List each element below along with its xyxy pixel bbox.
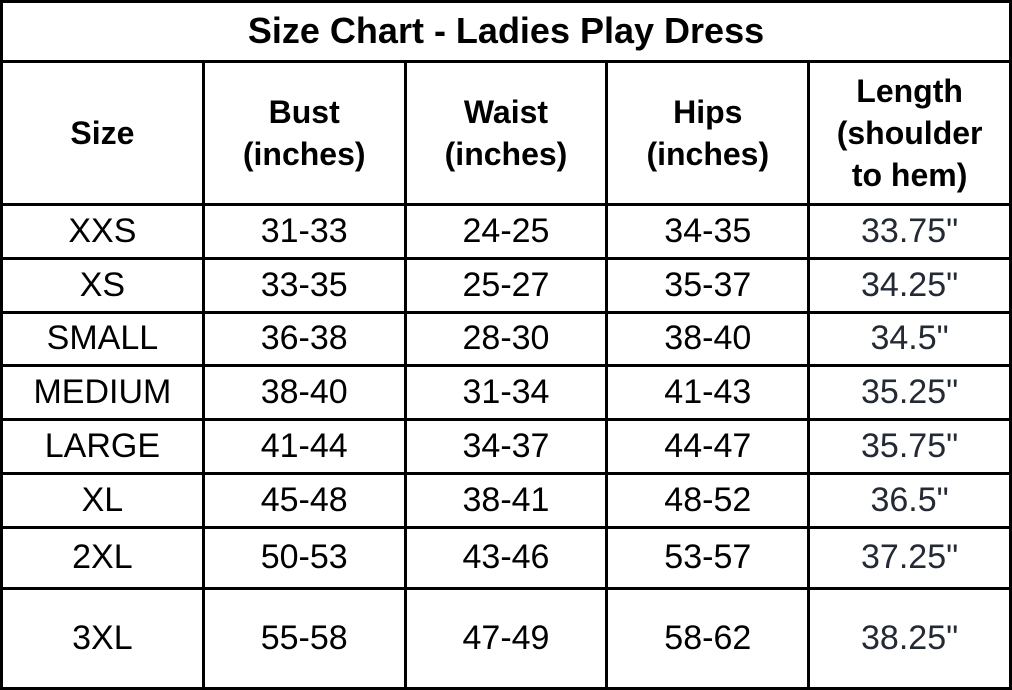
- cell-size: XL: [0, 471, 205, 529]
- cell-hips: 53-57: [605, 525, 811, 590]
- cell-bust: 31-33: [201, 202, 407, 260]
- header-row: Size Bust (inches) Waist (inches) Hips (inches…: [0, 59, 1012, 206]
- cell-waist: 43-46: [403, 525, 609, 590]
- header-bust: Bust (inches): [201, 59, 407, 206]
- table-row: 3XL 55-58 47-49 58-62 38.25": [0, 586, 1012, 690]
- cell-length: 38.25": [807, 586, 1012, 690]
- cell-length: 34.25": [807, 256, 1012, 314]
- cell-size: SMALL: [0, 310, 205, 368]
- cell-bust: 38-40: [201, 364, 407, 422]
- cell-waist: 28-30: [403, 310, 609, 368]
- cell-length: 37.25": [807, 525, 1012, 590]
- cell-bust: 50-53: [201, 525, 407, 590]
- cell-waist: 25-27: [403, 256, 609, 314]
- cell-bust: 45-48: [201, 471, 407, 529]
- header-size: Size: [0, 59, 205, 206]
- cell-length: 35.25": [807, 364, 1012, 422]
- cell-waist: 31-34: [403, 364, 609, 422]
- table-row: XL 45-48 38-41 48-52 36.5": [0, 471, 1012, 529]
- cell-size: 3XL: [0, 586, 205, 690]
- cell-hips: 44-47: [605, 418, 811, 475]
- cell-length: 36.5": [807, 471, 1012, 529]
- header-hips: Hips (inches): [605, 59, 811, 206]
- table-row: LARGE 41-44 34-37 44-47 35.75": [0, 418, 1012, 475]
- cell-bust: 41-44: [201, 418, 407, 475]
- cell-waist: 47-49: [403, 586, 609, 690]
- cell-size: XS: [0, 256, 205, 314]
- table-row: 2XL 50-53 43-46 53-57 37.25": [0, 525, 1012, 590]
- cell-size: 2XL: [0, 525, 205, 590]
- cell-bust: 55-58: [201, 586, 407, 690]
- table-row: SMALL 36-38 28-30 38-40 34.5": [0, 310, 1012, 368]
- cell-hips: 41-43: [605, 364, 811, 422]
- cell-hips: 34-35: [605, 202, 811, 260]
- cell-hips: 48-52: [605, 471, 811, 529]
- header-waist: Waist (inches): [403, 59, 609, 206]
- table-row: XXS 31-33 24-25 34-35 33.75": [0, 202, 1012, 260]
- cell-bust: 33-35: [201, 256, 407, 314]
- cell-hips: 58-62: [605, 586, 811, 690]
- header-length: Length (shoulder to hem): [807, 59, 1012, 206]
- cell-waist: 38-41: [403, 471, 609, 529]
- cell-size: MEDIUM: [0, 364, 205, 422]
- table-row: XS 33-35 25-27 35-37 34.25": [0, 256, 1012, 314]
- table-title: Size Chart - Ladies Play Dress: [0, 0, 1012, 63]
- cell-size: LARGE: [0, 418, 205, 475]
- title-row: Size Chart - Ladies Play Dress: [0, 0, 1012, 63]
- cell-bust: 36-38: [201, 310, 407, 368]
- table-row: MEDIUM 38-40 31-34 41-43 35.25": [0, 364, 1012, 422]
- cell-hips: 38-40: [605, 310, 811, 368]
- cell-size: XXS: [0, 202, 205, 260]
- cell-length: 33.75": [807, 202, 1012, 260]
- cell-waist: 24-25: [403, 202, 609, 260]
- cell-hips: 35-37: [605, 256, 811, 314]
- cell-length: 35.75": [807, 418, 1012, 475]
- cell-waist: 34-37: [403, 418, 609, 475]
- cell-length: 34.5": [807, 310, 1012, 368]
